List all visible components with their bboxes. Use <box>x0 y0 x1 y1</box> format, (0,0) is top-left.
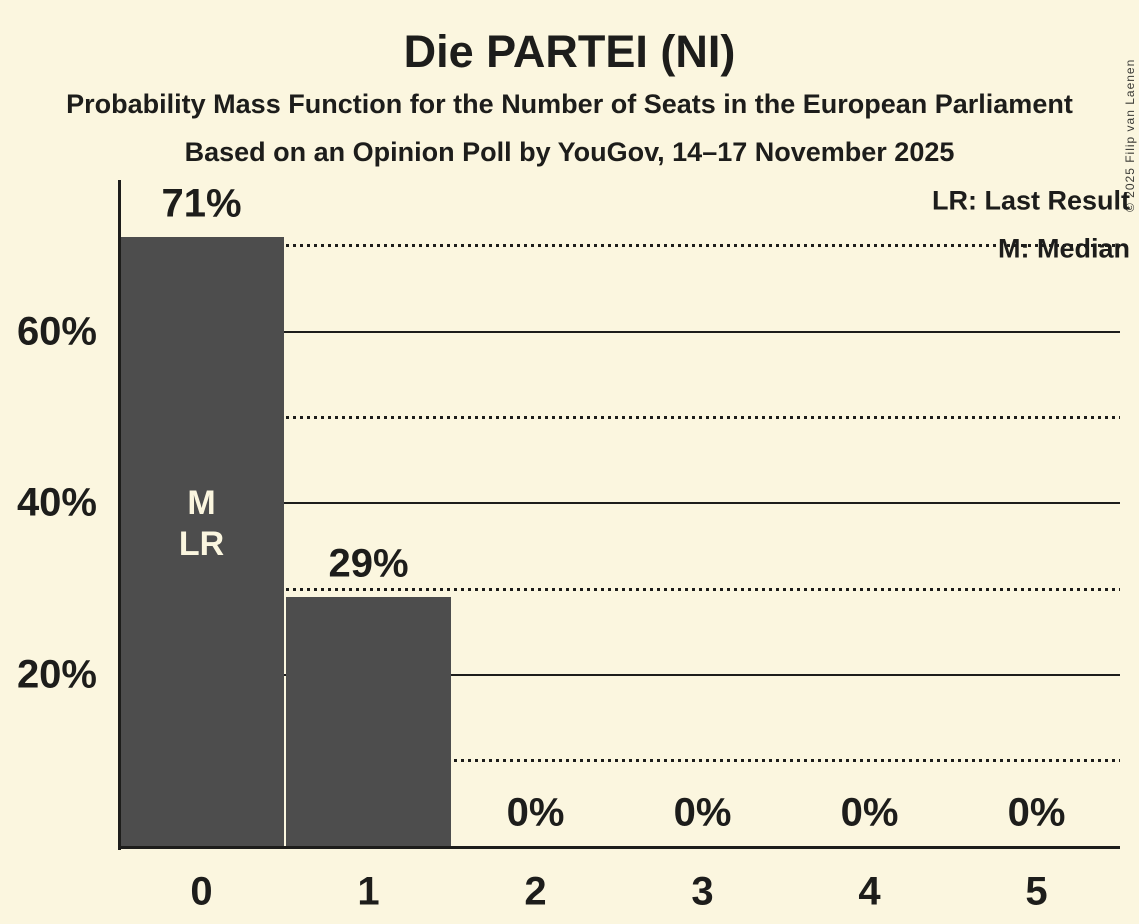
gridline-40pct <box>118 502 1120 504</box>
chart-title: Die PARTEI (NI) <box>403 26 736 77</box>
chart-source-line: Based on an Opinion Poll by YouGov, 14–1… <box>184 137 955 167</box>
chart-subtitle: Probability Mass Function for the Number… <box>66 89 1073 119</box>
x-tick-label-seat-0: 0 <box>190 869 213 914</box>
x-axis-line <box>118 846 1120 849</box>
plot-area: M LR 71% 29% 0% 0% 0% 0% 0 1 2 3 4 5 <box>118 180 1120 914</box>
x-tick-label-seat-2: 2 <box>524 869 547 914</box>
bar-value-label-seat-5: 0% <box>1007 790 1066 835</box>
x-tick-label-seat-4: 4 <box>858 869 881 914</box>
y-axis-line <box>118 180 121 850</box>
median-last-result-marker: M LR <box>178 484 225 564</box>
bar-value-label-seat-3: 0% <box>673 790 732 835</box>
minor-gridline-50pct <box>118 416 1120 420</box>
x-tick-label-seat-5: 5 <box>1025 869 1048 914</box>
minor-gridline-30pct <box>118 587 1120 591</box>
gridline-20pct <box>118 673 1120 676</box>
legend-last-result: LR: Last Result <box>931 185 1130 216</box>
bar-seat-0: M LR <box>119 237 284 846</box>
y-axis-label-20pct: 20% <box>16 652 97 696</box>
bar-seat-1 <box>286 597 451 846</box>
bar-value-label-seat-0: 71% <box>161 181 242 226</box>
legend-median: M: Median <box>998 233 1130 264</box>
gridline-60pct <box>118 330 1120 333</box>
y-axis-label-40pct: 40% <box>16 480 97 525</box>
median-line <box>118 243 1120 247</box>
y-axis-label-60pct: 60% <box>16 309 97 353</box>
x-tick-label-seat-3: 3 <box>691 869 714 914</box>
x-tick-label-seat-1: 1 <box>357 869 380 914</box>
bar-value-label-seat-1: 29% <box>328 541 409 586</box>
bar-value-label-seat-4: 0% <box>840 790 899 835</box>
bar-value-label-seat-2: 0% <box>506 790 565 835</box>
minor-gridline-10pct <box>118 759 1120 763</box>
